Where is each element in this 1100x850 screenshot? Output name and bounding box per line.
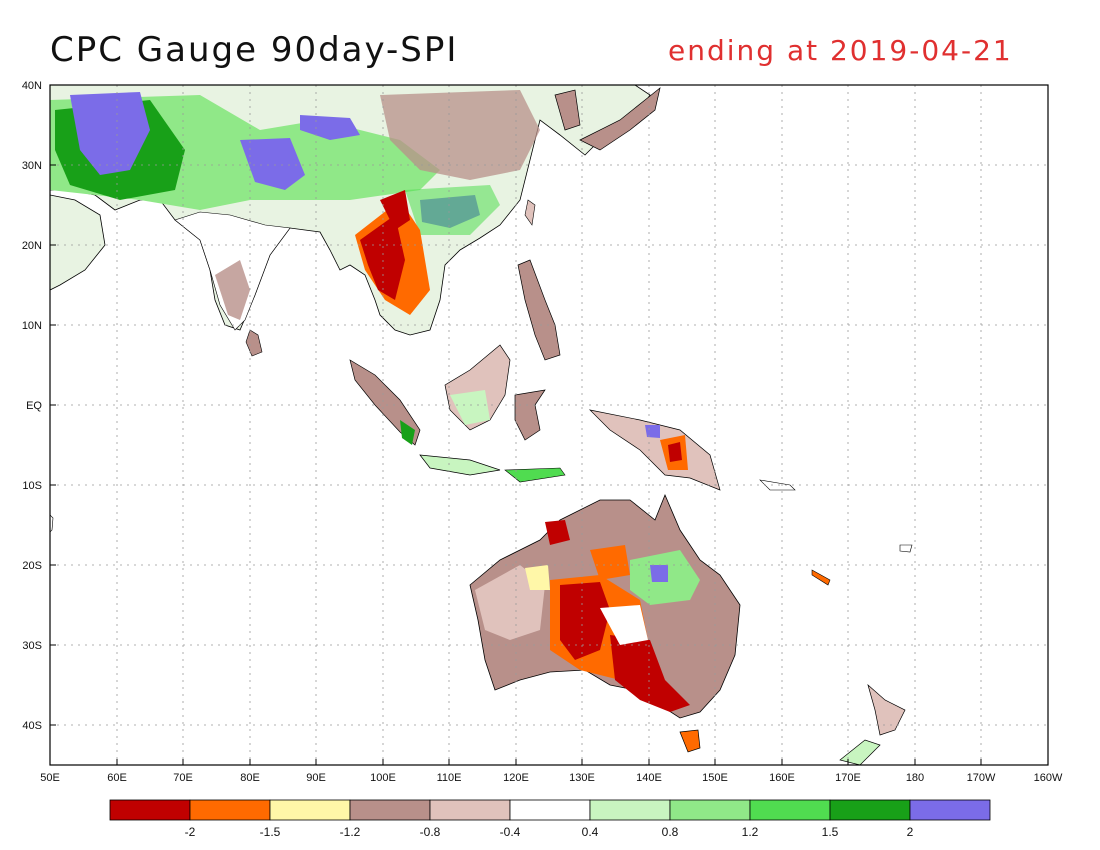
new-zealand-north: [867, 683, 906, 736]
lon-label: 50E: [40, 772, 60, 784]
new-zealand-south: [839, 739, 881, 765]
australia-extreme-dry-central: [560, 582, 610, 660]
spi-dry-brown-east-asia: [380, 90, 540, 180]
lon-label: 130E: [569, 772, 595, 784]
australia-normal-patch: [600, 605, 648, 645]
legend-labels: -2 -1.5 -1.2 -0.8 -0.4 0.4 0.8 1.2 1.5 2: [185, 825, 914, 839]
lat-label: 30S: [22, 640, 42, 652]
australia-extreme-dry-north: [545, 520, 570, 545]
legend-swatch: [669, 799, 751, 821]
lon-label: 140E: [636, 772, 662, 784]
legend-swatch: [269, 799, 351, 821]
lon-label: 60E: [107, 772, 127, 784]
arabia-landmass: [50, 194, 106, 291]
legend-label: -0.4: [500, 825, 521, 839]
lat-label: 40S: [22, 720, 42, 732]
lat-label: 30N: [22, 160, 42, 172]
lat-label: 10N: [22, 320, 42, 332]
lat-label: 20N: [22, 240, 42, 252]
lat-label: 40N: [22, 80, 42, 92]
legend-swatch: [349, 799, 431, 821]
spi-wet-china-band: [405, 185, 500, 235]
philippines: [517, 259, 561, 361]
lon-label: 160E: [769, 772, 795, 784]
legend-swatch: [829, 799, 911, 821]
new-guinea-very-wet: [645, 425, 660, 438]
legend-swatch: [109, 799, 191, 821]
lesser-sunda: [504, 467, 566, 483]
lat-label: EQ: [26, 400, 42, 412]
spi-very-wet-central: [240, 138, 305, 190]
lon-label: 110E: [437, 772, 462, 784]
legend-swatch: [189, 799, 271, 821]
lon-label: 100E: [370, 772, 396, 784]
lon-label: 80E: [240, 772, 260, 784]
legend-colorbar: [109, 799, 991, 821]
legend-label: -1.5: [260, 825, 281, 839]
lon-label: 180: [906, 772, 924, 784]
lon-label: 90E: [306, 772, 326, 784]
sumatra-wet: [400, 420, 415, 445]
legend-label: 1.2: [742, 825, 759, 839]
lat-label: 20S: [22, 560, 42, 572]
map-title: CPC Gauge 90day-SPI: [50, 30, 459, 70]
lon-label: 120E: [503, 772, 529, 784]
map-field: [50, 85, 913, 765]
lon-label: 160W: [1034, 772, 1063, 784]
legend-label: 0.8: [662, 825, 679, 839]
legend-swatch: [909, 799, 991, 821]
australia-dry-yellow: [525, 565, 550, 590]
legend-swatch: [749, 799, 831, 821]
legend-label: -2: [185, 825, 196, 839]
australia-dry-north: [590, 545, 630, 580]
sri-lanka: [245, 329, 263, 357]
spi-very-wet-northwest: [70, 92, 150, 175]
legend-label: 0.4: [582, 825, 599, 839]
lat-label: 10S: [22, 480, 42, 492]
madagascar-edge: [50, 514, 54, 533]
lon-label: 170W: [967, 772, 996, 784]
java: [419, 454, 501, 476]
tasmania: [679, 729, 701, 753]
japan: [579, 87, 661, 151]
legend-label: 2: [907, 825, 914, 839]
map-gridlines: [50, 85, 1048, 765]
australia-extreme-dry-south: [610, 635, 690, 712]
longitude-labels: 50E 60E 70E 80E 90E 100E 110E 120E 130E …: [40, 772, 1063, 784]
australia-normal-west: [475, 565, 545, 640]
lon-label: 170E: [835, 772, 861, 784]
borneo-wet: [450, 390, 490, 425]
map-subtitle-date: ending at 2019-04-21: [668, 34, 1013, 67]
legend-swatch: [429, 799, 511, 821]
axis-ticks: [50, 84, 982, 765]
spi-very-wet-tibet: [300, 115, 360, 140]
spi-extreme-dry-indochina: [360, 215, 405, 300]
solomon-islands: [759, 479, 796, 491]
new-caledonia: [811, 569, 831, 586]
new-guinea: [588, 409, 721, 491]
legend-swatch: [589, 799, 671, 821]
sulawesi: [514, 389, 546, 441]
legend-label: -0.8: [420, 825, 441, 839]
latitude-labels: 40N 30N 20N 10N EQ 10S 20S 30S 40S: [22, 80, 43, 732]
lon-label: 70E: [173, 772, 193, 784]
legend-label: 1.5: [822, 825, 839, 839]
legend-swatch: [509, 799, 591, 821]
spi-india-dry-brown: [215, 260, 250, 320]
legend-label: -1.2: [340, 825, 361, 839]
taiwan: [524, 199, 536, 226]
australia-very-wet-queensland: [650, 565, 668, 582]
korea: [554, 89, 581, 131]
new-guinea-extreme-dry: [668, 442, 682, 462]
lon-label: 150E: [702, 772, 728, 784]
spi-extreme-dry-myanmar: [380, 190, 410, 230]
map-frame: [49, 84, 1049, 766]
fiji: [899, 544, 913, 553]
